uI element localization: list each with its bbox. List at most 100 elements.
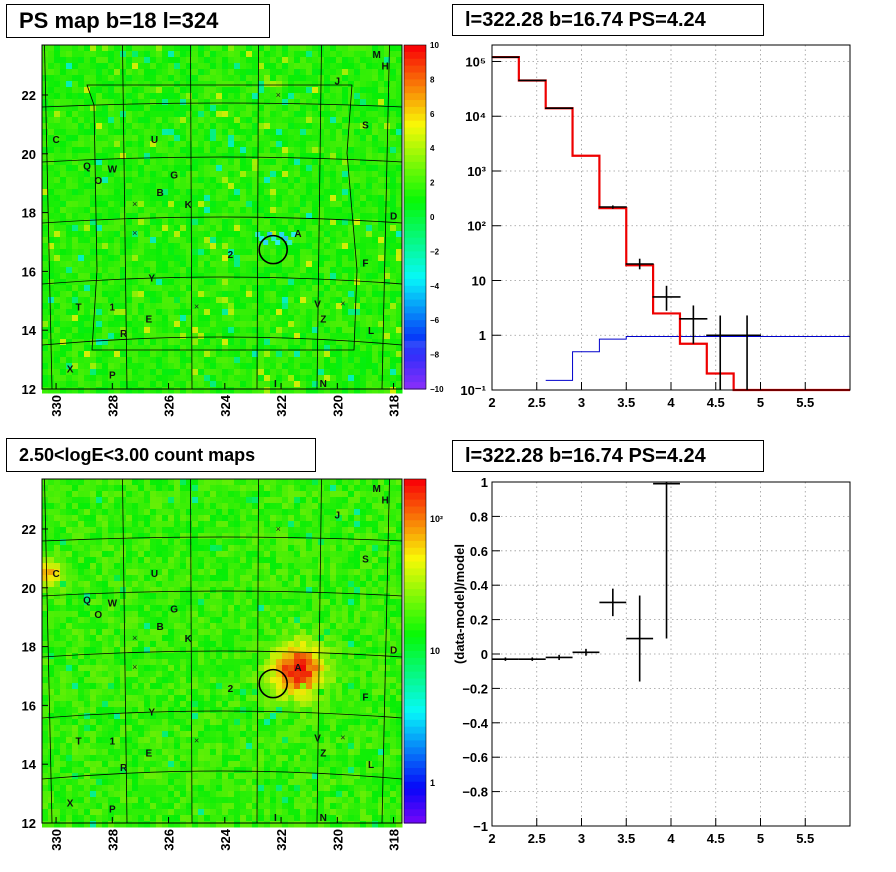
map-pixel (84, 135, 91, 142)
y-tick-label: 1 (479, 328, 486, 343)
map-pixel (246, 485, 253, 492)
map-pixel (132, 339, 139, 346)
map-pixel (330, 75, 337, 82)
map-pixel (390, 135, 397, 142)
map-pixel (186, 321, 193, 328)
map-pixel (42, 297, 49, 304)
map-pixel (186, 249, 193, 256)
map-pixel (96, 171, 103, 178)
map-pixel (366, 545, 373, 552)
map-pixel (150, 189, 157, 196)
map-pixel (192, 333, 199, 340)
map-pixel (186, 569, 193, 576)
map-pixel (192, 339, 199, 346)
map-pixel (348, 117, 355, 124)
map-pixel (48, 605, 55, 612)
map-pixel (162, 369, 169, 376)
map-pixel (324, 297, 331, 304)
map-pixel (48, 117, 55, 124)
map-pixel (348, 387, 355, 394)
map-pixel (72, 291, 79, 298)
map-pixel (234, 309, 241, 316)
map-pixel (192, 207, 199, 214)
map-pixel (342, 375, 349, 382)
map-pixel (84, 267, 91, 274)
map-pixel (84, 339, 91, 346)
map-pixel (252, 321, 259, 328)
map-pixel (84, 75, 91, 82)
map-pixel (216, 321, 223, 328)
map-pixel (312, 521, 319, 528)
map-pixel (180, 117, 187, 124)
map-pixel (66, 225, 73, 232)
map-pixel (204, 189, 211, 196)
map-pixel (186, 165, 193, 172)
map-pixel (324, 105, 331, 112)
map-pixel (186, 45, 193, 52)
map-pixel (270, 575, 277, 582)
map-pixel (384, 527, 391, 534)
map-pixel (330, 213, 337, 220)
map-pixel (120, 171, 127, 178)
map-pixel (84, 69, 91, 76)
map-pixel (60, 123, 67, 130)
map-pixel (54, 261, 61, 268)
map-pixel (192, 51, 199, 58)
map-pixel (228, 87, 235, 94)
map-pixel (180, 99, 187, 106)
map-pixel (396, 213, 403, 220)
map-pixel (126, 339, 133, 346)
map-pixel (84, 147, 91, 154)
map-pixel (372, 303, 379, 310)
map-pixel (60, 387, 67, 394)
map-pixel (192, 255, 199, 262)
map-pixel (150, 333, 157, 340)
map-pixel (186, 545, 193, 552)
map-pixel (306, 255, 313, 262)
map-pixel (288, 219, 295, 226)
map-pixel (174, 165, 181, 172)
map-pixel (144, 171, 151, 178)
map-pixel (204, 249, 211, 256)
map-pixel (246, 135, 253, 142)
map-pixel (390, 57, 397, 64)
map-pixel (228, 527, 235, 534)
map-pixel (114, 177, 121, 184)
map-pixel (300, 57, 307, 64)
map-pixel (168, 491, 175, 498)
map-pixel (210, 201, 217, 208)
map-pixel (378, 111, 385, 118)
map-pixel (312, 93, 319, 100)
map-pixel (204, 219, 211, 226)
map-pixel (90, 231, 97, 238)
map-pixel (60, 249, 67, 256)
map-pixel (204, 363, 211, 370)
map-pixel (300, 581, 307, 588)
map-pixel (348, 381, 355, 388)
map-pixel (288, 363, 295, 370)
map-pixel (198, 225, 205, 232)
map-pixel (294, 183, 301, 190)
map-pixel (102, 515, 109, 522)
map-pixel (366, 177, 373, 184)
map-pixel (126, 231, 133, 238)
map-pixel (348, 515, 355, 522)
map-pixel (168, 309, 175, 316)
map-pixel (378, 159, 385, 166)
map-pixel (114, 171, 121, 178)
map-pixel (84, 279, 91, 286)
map-pixel (216, 569, 223, 576)
map-pixel (234, 177, 241, 184)
map-pixel (48, 479, 55, 486)
map-pixel (78, 249, 85, 256)
map-pixel (282, 539, 289, 546)
map-pixel (216, 237, 223, 244)
map-pixel (186, 123, 193, 130)
map-pixel (60, 315, 67, 322)
map-pixel (198, 381, 205, 388)
map-pixel (48, 147, 55, 154)
map-pixel (348, 339, 355, 346)
map-pixel (312, 213, 319, 220)
map-pixel (72, 141, 79, 148)
map-pixel (162, 375, 169, 382)
